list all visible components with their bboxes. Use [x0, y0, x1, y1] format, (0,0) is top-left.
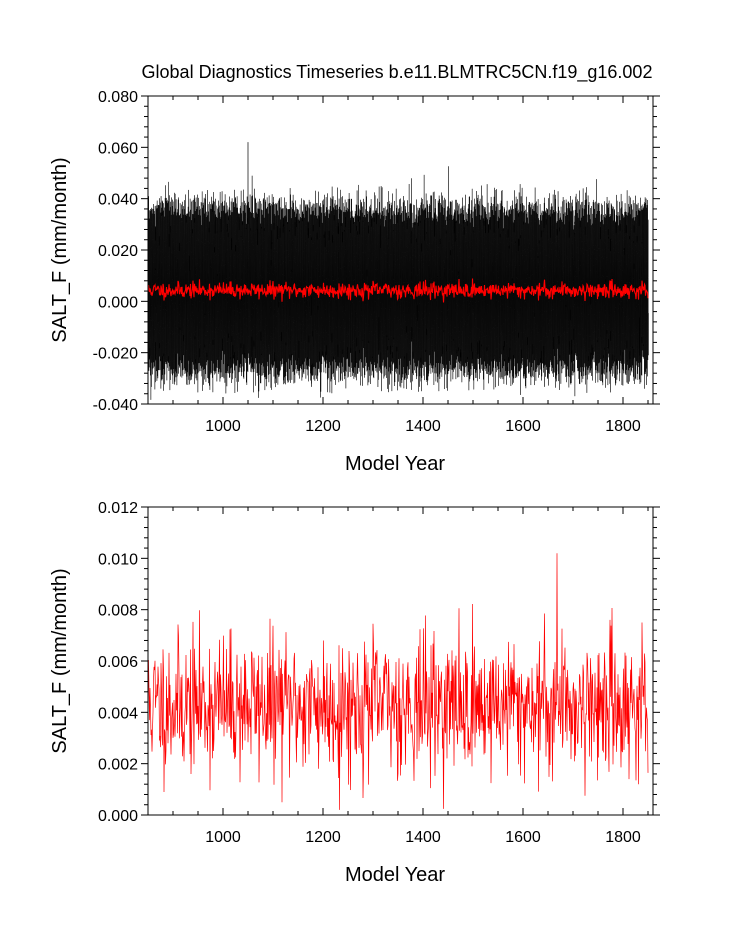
x-tick-label: 1000: [205, 829, 241, 846]
y-tick-label: -0.020: [93, 346, 138, 363]
x-tick-label: 1200: [305, 418, 341, 435]
bottom-panel-plot-area: [148, 553, 649, 810]
series-line-annual: [148, 553, 649, 810]
y-tick-label: -0.040: [93, 397, 138, 414]
series-line-monthly: [148, 141, 649, 400]
x-tick-label: 1600: [505, 829, 541, 846]
y-tick-label: 0.002: [98, 757, 138, 774]
bottom-panel-xlabel: Model Year: [345, 864, 445, 886]
top-panel: 1000 1200 1400 1600 1800 -0.040 -0.020 0.000 0.0…: [49, 89, 660, 475]
series-line-annual: [148, 278, 649, 303]
y-tick-label: 0.004: [98, 705, 138, 722]
bottom-panel: 1000 1200 1400 1600 1800 0.000 0.002 0.004 0.006…: [49, 500, 660, 886]
y-tick-label: 0.080: [98, 89, 138, 106]
y-tick-label: 0.012: [98, 500, 138, 517]
y-tick-label: 0.020: [98, 243, 138, 260]
bottom-panel-ylabel: SALT_F (mm/month): [49, 568, 71, 753]
top-panel-plot-area: [148, 141, 649, 400]
x-tick-label: 1800: [605, 829, 641, 846]
figure-title: Global Diagnostics Timeseries b.e11.BLMT…: [142, 62, 653, 83]
top-panel-ticks: 1000 1200 1400 1600 1800 -0.040 -0.020 0.000 0.0…: [93, 89, 660, 435]
y-tick-label: 0.000: [98, 294, 138, 311]
y-tick-label: 0.060: [98, 140, 138, 157]
bottom-panel-ticks: 1000 1200 1400 1600 1800 0.000 0.002 0.004 0.006…: [98, 500, 660, 846]
x-tick-label: 1400: [405, 829, 441, 846]
x-tick-label: 1000: [205, 418, 241, 435]
y-tick-label: 0.008: [98, 603, 138, 620]
top-panel-ylabel: SALT_F (mm/month): [49, 157, 71, 342]
top-panel-xlabel: Model Year: [345, 453, 445, 475]
x-tick-label: 1800: [605, 418, 641, 435]
y-tick-label: 0.040: [98, 192, 138, 209]
x-tick-label: 1600: [505, 418, 541, 435]
x-tick-label: 1400: [405, 418, 441, 435]
y-tick-label: 0.000: [98, 808, 138, 825]
x-tick-label: 1200: [305, 829, 341, 846]
y-tick-label: 0.010: [98, 551, 138, 568]
y-tick-label: 0.006: [98, 654, 138, 671]
